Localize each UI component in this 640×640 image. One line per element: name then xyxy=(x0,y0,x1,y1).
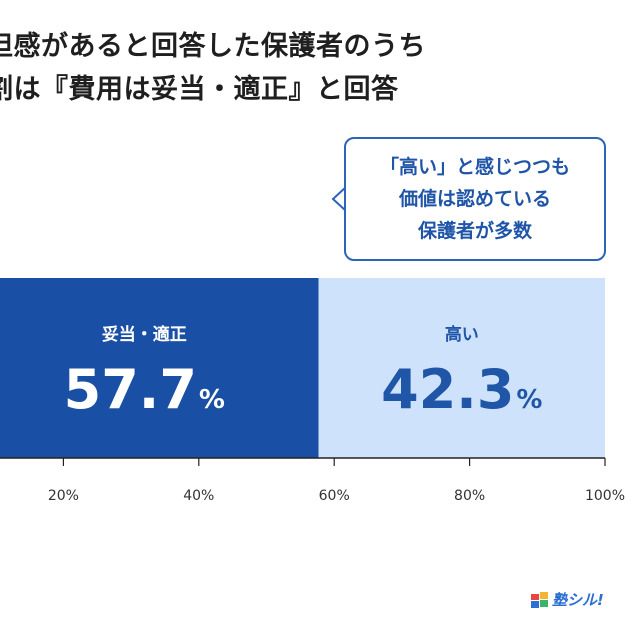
logo-text: 塾シル! xyxy=(552,591,604,609)
chart-title-line-1: 担感があると回答した保護者のうち xyxy=(0,31,426,62)
bar-segment-label-2: 高い xyxy=(445,324,479,345)
bar-value-unit-2: % xyxy=(516,385,542,415)
callout-line-2: 価値は認めている xyxy=(398,188,551,210)
x-tick-label-4: 80% xyxy=(454,488,485,504)
bar-segment-label-1: 妥当・適正 xyxy=(102,324,187,345)
bar-segment-value-1: 57.7% xyxy=(64,358,225,421)
x-tick-label-5: 100% xyxy=(585,488,625,504)
site-logo: 塾シル! xyxy=(531,589,604,610)
x-tick-label-1: 20% xyxy=(48,488,79,504)
bar-segment-2 xyxy=(318,278,605,458)
logo-mark-icon xyxy=(531,591,548,608)
callout-box: 「高い」と感じつつも 価値は認めている 保護者が多数 xyxy=(344,137,606,261)
bar-segment-value-2: 42.3% xyxy=(381,358,542,421)
bar-value-number-1: 57.7 xyxy=(64,358,197,421)
x-tick-label-2: 40% xyxy=(183,488,214,504)
chart-title-line-2: 割は『費用は妥当・適正』と回答 xyxy=(0,74,399,105)
bar-segment-1 xyxy=(0,278,319,458)
callout-line-3: 保護者が多数 xyxy=(417,220,532,242)
x-tick-label-3: 60% xyxy=(319,488,350,504)
bar-value-unit-1: % xyxy=(199,385,225,415)
bar-value-number-2: 42.3 xyxy=(381,358,514,421)
callout-line-1: 「高い」と感じつつも xyxy=(379,156,570,178)
